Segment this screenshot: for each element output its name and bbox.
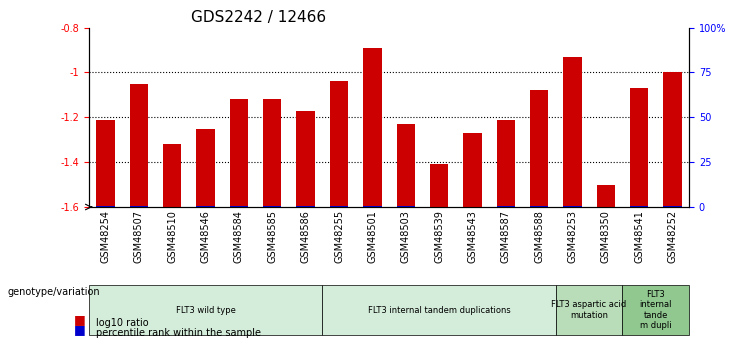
Bar (530, 206, 548, 207)
Bar (330, 206, 348, 207)
Bar (663, 206, 682, 207)
Bar (130, 84, 148, 207)
Bar (597, 185, 615, 207)
FancyBboxPatch shape (89, 286, 322, 335)
Bar (496, 120, 515, 207)
Bar (196, 129, 215, 207)
Text: GDS2242 / 12466: GDS2242 / 12466 (191, 10, 326, 25)
Bar (630, 88, 648, 207)
Bar (663, 72, 682, 207)
Text: FLT3 aspartic acid
mutation: FLT3 aspartic acid mutation (551, 300, 627, 320)
Bar (563, 57, 582, 207)
Text: ■: ■ (74, 323, 86, 336)
FancyBboxPatch shape (622, 286, 689, 335)
Bar (563, 206, 582, 207)
Text: genotype/variation: genotype/variation (7, 287, 100, 296)
Bar (463, 133, 482, 207)
FancyBboxPatch shape (556, 286, 622, 335)
Text: ■: ■ (74, 313, 86, 326)
Bar (396, 124, 415, 207)
Bar (530, 90, 548, 207)
Text: log10 ratio: log10 ratio (96, 318, 149, 327)
Bar (330, 81, 348, 207)
Text: FLT3 wild type: FLT3 wild type (176, 306, 236, 315)
Bar (230, 206, 248, 207)
Bar (163, 144, 182, 207)
Text: FLT3
internal
tande
m dupli: FLT3 internal tande m dupli (639, 290, 672, 330)
Text: FLT3 internal tandem duplications: FLT3 internal tandem duplications (368, 306, 511, 315)
FancyBboxPatch shape (322, 286, 556, 335)
Bar (363, 48, 382, 207)
Bar (430, 165, 448, 207)
Bar (296, 110, 315, 207)
Bar (230, 99, 248, 207)
Bar (96, 120, 115, 207)
Bar (130, 206, 148, 207)
Text: percentile rank within the sample: percentile rank within the sample (96, 328, 262, 338)
Bar (263, 99, 282, 207)
